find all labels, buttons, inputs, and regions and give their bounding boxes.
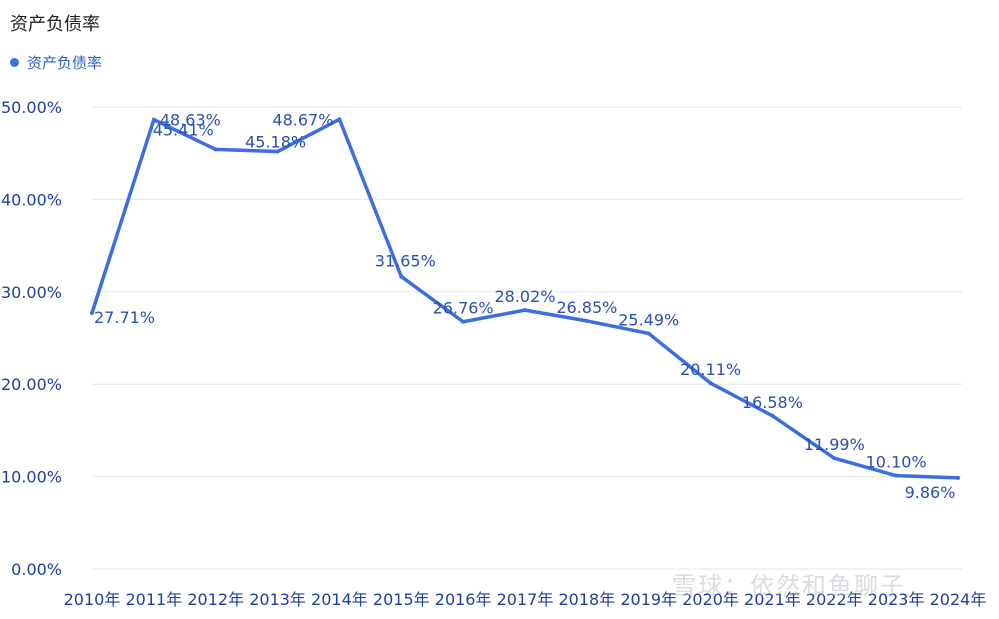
x-tick-label: 2012年 <box>187 590 244 609</box>
data-label: 9.86% <box>905 483 956 502</box>
x-tick-label: 2017年 <box>497 590 554 609</box>
x-tick-label: 2020年 <box>682 590 739 609</box>
data-label: 45.18% <box>245 133 306 152</box>
x-tick-label: 2016年 <box>435 590 492 609</box>
x-tick-label: 2018年 <box>558 590 615 609</box>
x-tick-label: 2013年 <box>249 590 306 609</box>
data-point <box>584 318 589 323</box>
x-tick-label: 2015年 <box>373 590 430 609</box>
y-tick-label: 50.00% <box>1 98 62 117</box>
data-label: 45.41% <box>153 120 214 139</box>
data-point <box>523 308 527 313</box>
data-label: 10.10% <box>866 453 927 472</box>
data-label: 28.02% <box>494 287 555 306</box>
chart-title: 资产负债率 <box>10 14 100 35</box>
data-point <box>213 147 218 152</box>
data-label: 27.71% <box>94 308 155 327</box>
data-point <box>708 381 713 386</box>
y-tick-label: 20.00% <box>1 375 62 394</box>
y-tick-label: 10.00% <box>1 468 62 487</box>
data-label: 48.67% <box>272 110 333 129</box>
x-tick-label: 2014年 <box>311 590 368 609</box>
data-point <box>399 274 404 279</box>
y-tick-label: 30.00% <box>1 283 62 302</box>
x-tick-label: 2010年 <box>64 590 121 609</box>
data-label: 48.63% <box>160 111 221 130</box>
data-point <box>337 117 342 122</box>
watermark: 雪球：依然和鱼聊子 <box>672 572 906 600</box>
data-label: 16.58% <box>742 393 803 412</box>
x-tick-label: 2022年 <box>806 590 863 609</box>
data-point <box>956 475 960 480</box>
data-point <box>646 331 651 336</box>
x-tick-label: 2021年 <box>744 590 801 609</box>
data-label: 25.49% <box>618 310 679 329</box>
legend-label: 资产负债率 <box>27 54 103 72</box>
x-tick-label: 2024年 <box>930 590 987 609</box>
data-point <box>90 310 94 315</box>
x-tick-label: 2011年 <box>125 590 182 609</box>
x-tick-label: 2023年 <box>868 590 925 609</box>
data-point <box>770 413 775 418</box>
y-tick-label: 40.00% <box>1 190 62 209</box>
y-tick-label: 0.00% <box>11 560 62 579</box>
data-point <box>275 149 280 154</box>
data-label: 11.99% <box>804 435 865 454</box>
data-label: 20.11% <box>680 360 741 379</box>
data-point <box>151 117 156 122</box>
data-point <box>461 319 466 324</box>
data-label: 31.65% <box>375 252 436 271</box>
data-label: 26.76% <box>433 299 494 318</box>
data-point <box>832 456 837 461</box>
legend-marker <box>10 58 19 67</box>
data-label: 26.85% <box>556 298 617 317</box>
data-point <box>894 473 899 478</box>
x-tick-label: 2019年 <box>620 590 677 609</box>
legend[interactable]: 资产负债率 <box>10 52 102 73</box>
